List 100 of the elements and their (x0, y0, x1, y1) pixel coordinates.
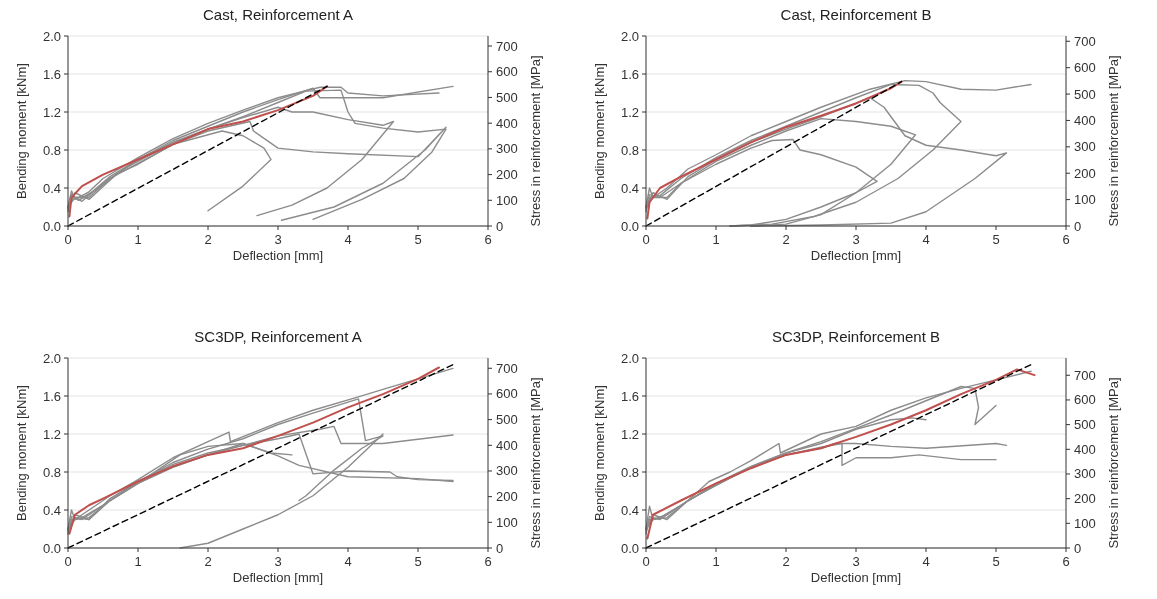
x-tick-label: 5 (414, 554, 422, 569)
y2-tick-label: 100 (496, 514, 518, 530)
y2-tick-label: 200 (496, 167, 518, 183)
x-tick-label: 0 (642, 554, 650, 569)
y-tick-label: 0.0 (620, 540, 639, 556)
y2-tick-label: 0 (496, 218, 504, 234)
y2-tick-label: 600 (496, 386, 518, 402)
x-tick-label: 4 (922, 554, 930, 569)
y-tick-label: 1.6 (42, 66, 61, 82)
x-tick-label: 2 (782, 554, 790, 569)
y-tick-label: 0.0 (42, 218, 61, 234)
y2-tick-label: 200 (1074, 165, 1096, 181)
chart-title: SC3DP, Reinforcement B (771, 328, 941, 345)
x-tick-label: 4 (344, 554, 352, 569)
x-tick-label: 0 (642, 232, 650, 247)
y2-tick-label: 100 (1074, 515, 1096, 531)
x-tick-label: 1 (134, 232, 142, 247)
y-tick-label: 0.0 (620, 218, 639, 234)
x-axis-title: Deflection [mm] (232, 570, 324, 585)
x-tick-label: 0 (64, 554, 72, 569)
y-axis-title: Bending moment [kNm] (592, 63, 607, 199)
y-axis-title: Bending moment [kNm] (592, 385, 607, 521)
x-tick-label: 1 (712, 554, 720, 569)
y2-tick-label: 700 (496, 38, 518, 54)
y-tick-label: 0.4 (620, 502, 639, 518)
y-tick-label: 1.2 (42, 426, 61, 442)
x-tick-label: 2 (204, 232, 212, 247)
y-tick-label: 0.8 (620, 142, 639, 158)
y2-tick-label: 0 (1074, 218, 1082, 234)
y2-tick-label: 600 (1074, 60, 1096, 76)
y-tick-label: 0.4 (42, 502, 61, 518)
y-tick-label: 2.0 (620, 350, 639, 366)
y2-tick-label: 600 (496, 64, 518, 80)
y-tick-label: 0.8 (42, 142, 61, 158)
y2-tick-label: 700 (496, 360, 518, 376)
y-tick-label: 1.6 (620, 66, 639, 82)
x-tick-label: 5 (414, 232, 422, 247)
y2-tick-label: 100 (496, 192, 518, 208)
y2-axis-title: Stress in reinforcement [MPa] (1106, 55, 1121, 227)
x-tick-label: 6 (1062, 554, 1070, 569)
x-tick-label: 6 (484, 232, 492, 247)
chart-title: Cast, Reinforcement A (202, 6, 354, 23)
y2-tick-label: 400 (1074, 441, 1096, 457)
y-axis-title: Bending moment [kNm] (14, 63, 29, 199)
y2-tick-label: 0 (1074, 540, 1082, 556)
y-tick-label: 2.0 (42, 350, 61, 366)
y-tick-label: 2.0 (620, 28, 639, 44)
x-tick-label: 4 (344, 232, 352, 247)
x-axis-title: Deflection [mm] (810, 248, 902, 263)
x-tick-label: 5 (992, 232, 1000, 247)
x-tick-label: 6 (1062, 232, 1070, 247)
y-tick-label: 2.0 (42, 28, 61, 44)
y2-tick-label: 600 (1074, 392, 1096, 408)
x-tick-label: 3 (274, 554, 282, 569)
y2-tick-label: 500 (496, 89, 518, 105)
y-tick-label: 0.0 (42, 540, 61, 556)
y2-tick-label: 400 (496, 437, 518, 453)
y-tick-label: 0.4 (620, 180, 639, 196)
x-tick-label: 3 (852, 232, 860, 247)
y-tick-label: 1.2 (42, 104, 61, 120)
y-tick-label: 0.8 (620, 464, 639, 480)
x-tick-label: 1 (134, 554, 142, 569)
x-tick-label: 1 (712, 232, 720, 247)
y-tick-label: 1.6 (42, 388, 61, 404)
x-axis-title: Deflection [mm] (232, 248, 324, 263)
x-tick-label: 5 (992, 554, 1000, 569)
y-tick-label: 1.6 (620, 388, 639, 404)
x-tick-label: 6 (484, 554, 492, 569)
y2-tick-label: 0 (496, 540, 504, 556)
y2-tick-label: 500 (1074, 417, 1096, 433)
y2-tick-label: 300 (496, 141, 518, 157)
x-tick-label: 3 (274, 232, 282, 247)
x-tick-label: 0 (64, 232, 72, 247)
y2-tick-label: 200 (1074, 491, 1096, 507)
y2-axis-title: Stress in reinforcement [MPa] (1106, 377, 1121, 549)
x-tick-label: 2 (782, 232, 790, 247)
chart-title: SC3DP, Reinforcement A (194, 328, 362, 345)
y-tick-label: 0.4 (42, 180, 61, 196)
x-tick-label: 2 (204, 554, 212, 569)
chart-title: Cast, Reinforcement B (780, 6, 932, 23)
y2-axis-title: Stress in reinforcement [MPa] (528, 55, 543, 227)
y2-axis-title: Stress in reinforcement [MPa] (528, 377, 543, 549)
x-tick-label: 3 (852, 554, 860, 569)
y2-tick-label: 500 (496, 412, 518, 428)
y-tick-label: 1.2 (620, 426, 639, 442)
y2-tick-label: 400 (1074, 112, 1096, 128)
y2-tick-label: 400 (496, 115, 518, 131)
y2-tick-label: 100 (1074, 192, 1096, 208)
x-axis-title: Deflection [mm] (810, 570, 902, 585)
x-tick-label: 4 (922, 232, 930, 247)
y2-tick-label: 700 (1074, 33, 1096, 49)
y2-tick-label: 300 (1074, 466, 1096, 482)
y-tick-label: 0.8 (42, 464, 61, 480)
y2-tick-label: 300 (1074, 139, 1096, 155)
y-tick-label: 1.2 (620, 104, 639, 120)
y2-tick-label: 700 (1074, 367, 1096, 383)
y2-tick-label: 200 (496, 489, 518, 505)
y-axis-title: Bending moment [kNm] (14, 385, 29, 521)
y2-tick-label: 300 (496, 463, 518, 479)
y2-tick-label: 500 (1074, 86, 1096, 102)
